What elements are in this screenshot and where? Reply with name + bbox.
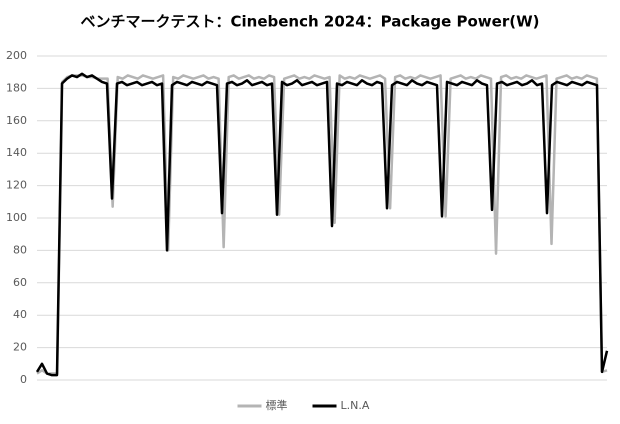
y-tick-label: 140 bbox=[6, 146, 27, 159]
y-tick-label: 100 bbox=[6, 211, 27, 224]
legend-label: L.N.A bbox=[341, 399, 370, 412]
legend-label: 標準 bbox=[266, 398, 288, 412]
chart-title: ベンチマークテスト：Cinebench 2024：Package Power(W… bbox=[81, 13, 540, 31]
y-tick-label: 200 bbox=[6, 49, 27, 62]
y-tick-label: 60 bbox=[13, 276, 27, 289]
series-line bbox=[35, 72, 609, 377]
y-tick-label: 180 bbox=[6, 81, 27, 94]
y-tick-label: 20 bbox=[13, 341, 27, 354]
y-tick-label: 160 bbox=[6, 114, 27, 127]
y-tick-label: 80 bbox=[13, 243, 27, 256]
y-tick-label: 120 bbox=[6, 179, 27, 192]
series-line bbox=[36, 74, 608, 375]
y-tick-label: 0 bbox=[20, 373, 27, 386]
y-tick-label: 40 bbox=[13, 308, 27, 321]
